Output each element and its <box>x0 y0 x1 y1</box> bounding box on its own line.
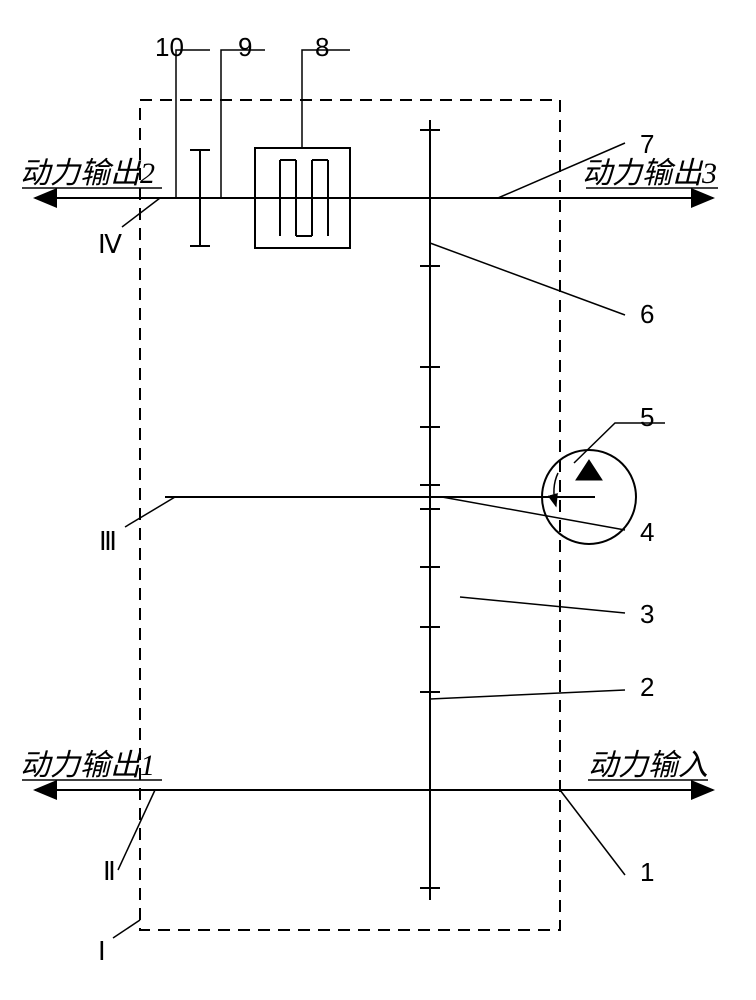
callout-3: 3 <box>640 599 654 630</box>
label-out1: 动力输出1 <box>20 740 155 784</box>
callout-8: 8 <box>315 32 329 63</box>
callout-10: 10 <box>155 32 184 63</box>
roman-III: Ⅲ <box>99 527 117 557</box>
callout-6: 6 <box>640 299 654 330</box>
roman-II: Ⅱ <box>103 857 116 887</box>
callout-9: 9 <box>238 32 252 63</box>
callout-5: 5 <box>640 402 654 433</box>
roman-I: Ⅰ <box>98 937 106 967</box>
label-in: 动力输入 <box>588 740 708 784</box>
callout-7: 7 <box>640 129 654 160</box>
callout-4: 4 <box>640 517 654 548</box>
callout-2: 2 <box>640 672 654 703</box>
callout-1: 1 <box>640 857 654 888</box>
label-out2: 动力输出2 <box>20 148 155 192</box>
roman-IV: Ⅳ <box>98 230 122 260</box>
